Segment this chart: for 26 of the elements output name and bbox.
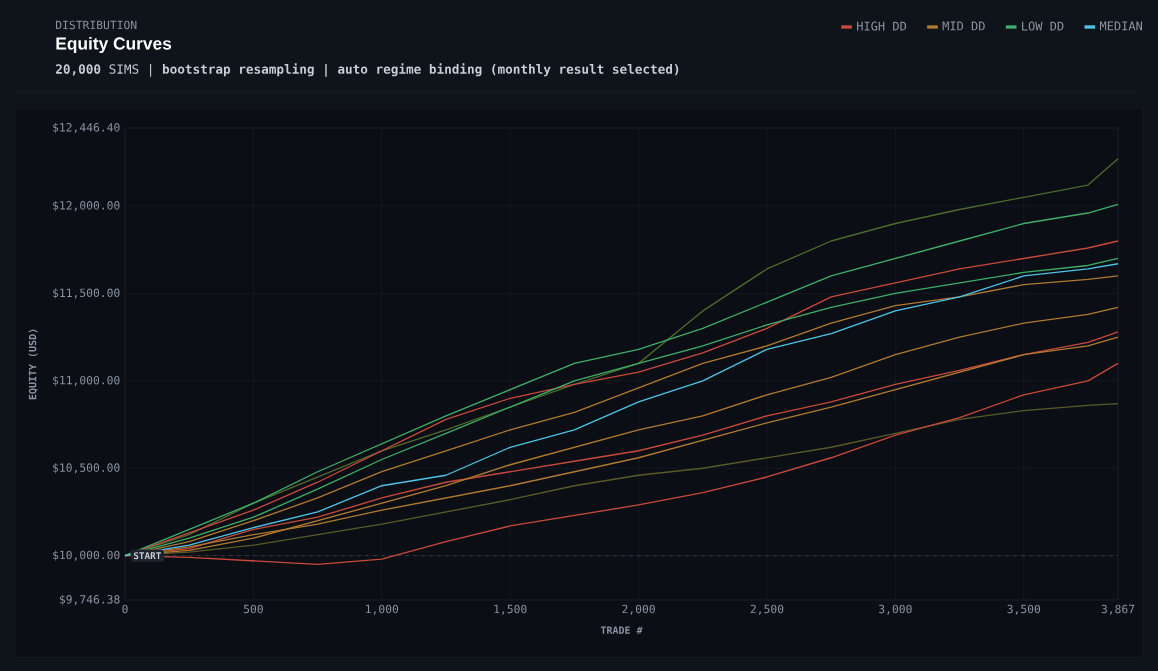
legend-label: LOW DD <box>1022 21 1064 31</box>
y-tick-label: $11,500.00 <box>53 288 120 299</box>
x-axis-title: TRADE # <box>600 626 643 634</box>
x-tick-label: 2,000 <box>622 604 655 615</box>
y-tick-label: $12,446.40 <box>53 122 120 134</box>
text: DISTRIBUTION <box>56 20 137 30</box>
y-tick-label: $10,000.00 <box>53 550 120 561</box>
y-tick-label: $9,746.38 <box>59 594 120 606</box>
y-tick-label: $10,500.00 <box>53 463 120 474</box>
y-axis-title: EQUITY (USD) <box>28 329 38 400</box>
annotation: START <box>133 552 161 560</box>
legend-label: MID DD <box>942 21 985 31</box>
chart-title: Equity Curves <box>56 36 172 54</box>
x-tick-label: 1,000 <box>366 604 399 615</box>
x-tick-label: 3,867 <box>1101 604 1135 615</box>
x-tick-label: 3,000 <box>879 604 912 615</box>
legend-label: MEDIAN <box>1099 21 1143 31</box>
x-tick-label: 500 <box>243 604 263 614</box>
x-tick-label: 3,500 <box>1007 604 1041 615</box>
legend-label: HIGH DD <box>857 21 907 31</box>
x-tick-label: 0 <box>122 604 128 614</box>
chart-subtitle: 20,000 SIMS | bootstrap resampling | auto regime binding (monthly result selected) <box>55 63 679 77</box>
y-tick-label: $12,000.00 <box>53 200 120 212</box>
x-tick-label: 1,500 <box>494 604 527 615</box>
x-tick-label: 2,500 <box>750 604 784 615</box>
y-tick-label: $11,000.00 <box>53 375 120 386</box>
